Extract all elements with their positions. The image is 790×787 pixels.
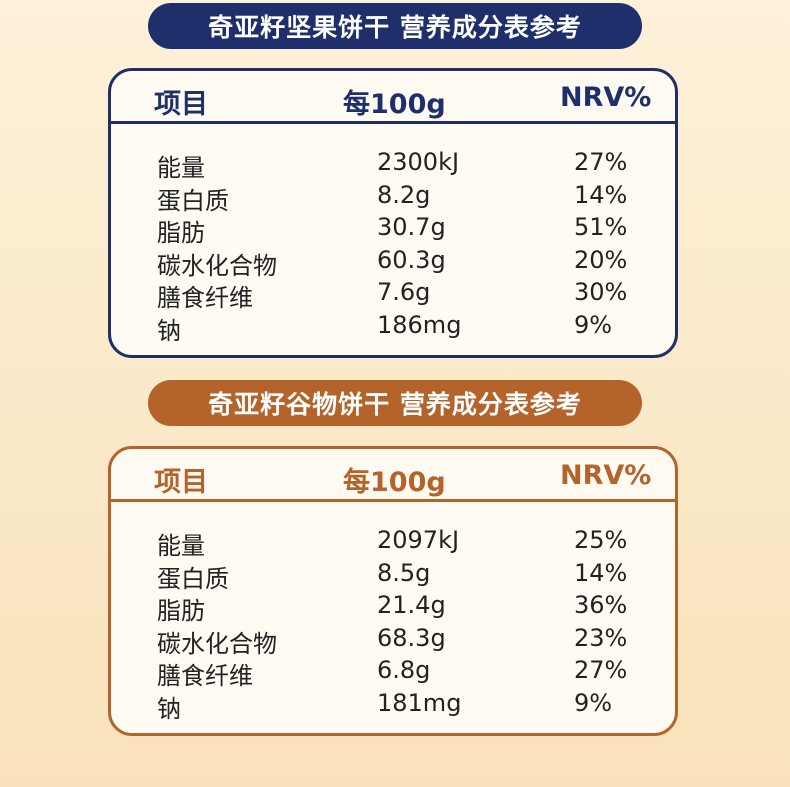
table-row: 碳水化合物 60.3g 20% xyxy=(111,244,675,280)
header-item: 项目 xyxy=(154,89,208,120)
grain-cookie-title: 奇亚籽谷物饼干 营养成分表参考 xyxy=(208,390,582,419)
table-row: 能量 2300kJ 27% xyxy=(111,146,675,182)
header-nrv: NRV% xyxy=(560,460,652,491)
header-per-100g: 每100g xyxy=(343,89,446,120)
nutrient-amount: 7.6g xyxy=(377,278,431,307)
nutrient-amount: 2300kJ xyxy=(377,148,460,176)
table-row: 钠 186mg 9% xyxy=(111,309,675,345)
grain-cookie-nutrition-table: 项目 每100g NRV% 能量 2097kJ 25% 蛋白质 8.5g 14%… xyxy=(108,446,678,736)
table-row: 钠 181mg 9% xyxy=(111,687,675,723)
nutrient-name: 碳水化合物 xyxy=(157,251,277,280)
nutrient-nrv: 27% xyxy=(574,148,628,176)
nut-cookie-title: 奇亚籽坚果饼干 营养成分表参考 xyxy=(208,13,582,42)
table-row: 蛋白质 8.5g 14% xyxy=(111,557,675,593)
nutrient-name: 蛋白质 xyxy=(157,564,229,593)
nutrient-nrv: 20% xyxy=(574,245,628,274)
nutrient-name: 能量 xyxy=(157,532,205,560)
nutrient-name: 能量 xyxy=(157,154,205,182)
table-header: 项目 每100g NRV% xyxy=(111,71,675,124)
table-row: 碳水化合物 68.3g 23% xyxy=(111,622,675,658)
nutrient-name: 脂肪 xyxy=(157,219,205,248)
header-per-100g: 每100g xyxy=(343,467,446,498)
table-row: 蛋白质 8.2g 14% xyxy=(111,179,675,215)
nutrient-nrv: 14% xyxy=(574,180,628,209)
nutrient-name: 钠 xyxy=(157,694,181,723)
table-body: 能量 2300kJ 27% 蛋白质 8.2g 14% 脂肪 30.7g 51% … xyxy=(111,124,675,345)
nutrient-amount: 21.4g xyxy=(377,591,446,620)
header-nrv: NRV% xyxy=(560,82,652,113)
nutrient-amount: 60.3g xyxy=(377,245,446,274)
nutrient-name: 钠 xyxy=(157,316,181,345)
nutrient-nrv: 14% xyxy=(574,558,628,587)
nutrient-nrv: 27% xyxy=(574,656,628,685)
nutrient-nrv: 36% xyxy=(574,591,628,620)
nutrient-amount: 6.8g xyxy=(377,656,431,685)
nutrient-nrv: 9% xyxy=(574,310,613,339)
nutrient-nrv: 51% xyxy=(574,213,628,242)
nut-cookie-nutrition-table: 项目 每100g NRV% 能量 2300kJ 27% 蛋白质 8.2g 14%… xyxy=(108,68,678,358)
nutrient-amount: 30.7g xyxy=(377,213,446,242)
table-row: 膳食纤维 7.6g 30% xyxy=(111,276,675,312)
table-row: 膳食纤维 6.8g 27% xyxy=(111,654,675,690)
table-body: 能量 2097kJ 25% 蛋白质 8.5g 14% 脂肪 21.4g 36% … xyxy=(111,502,675,723)
header-item: 项目 xyxy=(154,467,208,498)
table-row: 脂肪 21.4g 36% xyxy=(111,589,675,625)
nutrient-name: 蛋白质 xyxy=(157,186,229,215)
nutrient-amount: 181mg xyxy=(377,688,462,717)
nutrient-nrv: 25% xyxy=(574,526,628,554)
nutrient-nrv: 9% xyxy=(574,688,613,717)
nutrient-name: 膳食纤维 xyxy=(157,662,253,691)
nutrient-nrv: 30% xyxy=(574,278,628,307)
nutrient-amount: 8.5g xyxy=(377,558,431,587)
nutrient-name: 碳水化合物 xyxy=(157,629,277,658)
nutrient-nrv: 23% xyxy=(574,623,628,652)
nutrient-name: 膳食纤维 xyxy=(157,284,253,313)
grain-cookie-title-banner: 奇亚籽谷物饼干 营养成分表参考 xyxy=(148,380,642,426)
nutrient-amount: 8.2g xyxy=(377,180,431,209)
nutrient-amount: 2097kJ xyxy=(377,526,460,554)
nut-cookie-title-banner: 奇亚籽坚果饼干 营养成分表参考 xyxy=(148,3,642,49)
table-row: 能量 2097kJ 25% xyxy=(111,524,675,560)
nutrient-name: 脂肪 xyxy=(157,597,205,626)
table-row: 脂肪 30.7g 51% xyxy=(111,211,675,247)
nutrient-amount: 186mg xyxy=(377,310,462,339)
nutrient-amount: 68.3g xyxy=(377,623,446,652)
table-header: 项目 每100g NRV% xyxy=(111,449,675,502)
